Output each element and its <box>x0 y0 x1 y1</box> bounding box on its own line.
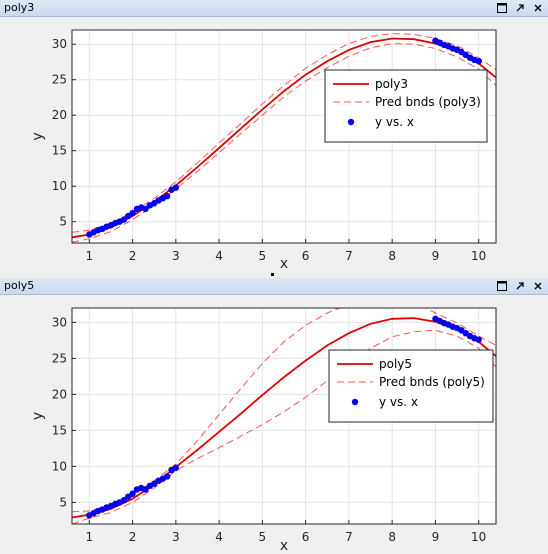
panel-title: poly5 <box>4 279 35 292</box>
x-tick-label: 9 <box>432 249 440 263</box>
legend-entry-label: y vs. x <box>375 115 414 129</box>
data-point <box>142 205 149 213</box>
x-tick-label: 4 <box>215 249 223 263</box>
x-tick-label: 6 <box>302 530 310 544</box>
data-point <box>163 473 171 480</box>
y-tick-label: 30 <box>52 37 67 51</box>
x-tick-label: 3 <box>172 530 180 544</box>
x-tick-label: 4 <box>215 530 223 544</box>
x-tick-label: 3 <box>172 249 180 263</box>
x-tick-label: 6 <box>302 249 310 263</box>
legend-entry-label: y vs. x <box>379 395 418 409</box>
legend-points-swatch <box>347 118 355 126</box>
legend-entry-label: Pred bnds (poly5) <box>379 375 485 389</box>
axes-box <box>71 307 497 525</box>
close-icon[interactable] <box>532 2 544 14</box>
chart-poly5: 1 2 3 4 5 6 7 8 9 10 5 10 15 20 25 30 x y poly5 Pred bnds (… <box>30 307 497 554</box>
y-tick-label: 10 <box>52 459 67 473</box>
x-tick-label: 10 <box>471 249 486 263</box>
x-tick-label: 7 <box>345 249 353 263</box>
x-axis-label: x <box>280 256 288 272</box>
y-tick-label: 20 <box>52 387 67 401</box>
y-tick-label: 30 <box>52 315 67 329</box>
fit-line <box>72 37 496 239</box>
data-point <box>475 336 482 343</box>
data-point <box>163 192 171 200</box>
y-tick-label: 5 <box>59 495 67 509</box>
y-tick-label: 25 <box>52 351 67 365</box>
y-tick-label: 10 <box>52 179 67 193</box>
chart-poly3: 1 2 3 4 5 6 7 8 9 10 5 10 15 20 25 30 x y poly3 Pred bnds (… <box>30 29 497 272</box>
legend-box <box>328 349 494 423</box>
x-tick-label: 1 <box>85 530 93 544</box>
x-tick-label: 8 <box>388 530 396 544</box>
x-tick-label: 2 <box>129 530 137 544</box>
x-tick-label: 5 <box>259 249 267 263</box>
prediction-bound-line <box>72 329 496 524</box>
legend-box <box>324 69 488 143</box>
undock-icon[interactable] <box>514 2 526 14</box>
splitter-handle[interactable] <box>0 272 548 278</box>
x-tick-label: 9 <box>432 530 440 544</box>
y-axis-label: y <box>30 132 46 140</box>
x-tick-label: 2 <box>129 249 137 263</box>
axes-box <box>71 29 497 244</box>
data-point <box>172 464 180 472</box>
y-axis-label: y <box>30 412 46 420</box>
figure-panel-poly5: poly5 1 2 3 4 5 6 7 8 9 10 5 10 15 20 25 30 x y poly5 Pred … <box>0 278 548 554</box>
data-point <box>475 58 482 65</box>
data-point <box>172 184 180 191</box>
x-tick-label: 1 <box>85 249 93 263</box>
figure-panel-poly3: poly3 1 2 3 4 5 6 7 8 9 10 5 10 15 20 25 30 x y poly3 Pred … <box>0 0 548 272</box>
legend-entry-label: poly3 <box>375 77 408 91</box>
data-point <box>129 209 136 217</box>
prediction-bound-line <box>72 42 496 243</box>
maximize-icon[interactable] <box>496 280 508 292</box>
y-tick-label: 15 <box>52 144 67 158</box>
y-tick-label: 5 <box>59 215 67 229</box>
x-tick-label: 10 <box>471 530 486 544</box>
legend-entry-label: poly5 <box>379 357 412 371</box>
fit-line <box>72 317 496 519</box>
legend-entry-label: Pred bnds (poly3) <box>375 95 481 109</box>
maximize-icon[interactable] <box>496 2 508 14</box>
panel-titlebar-poly5[interactable]: poly5 <box>0 278 548 295</box>
y-tick-label: 15 <box>52 423 67 437</box>
y-tick-label: 20 <box>52 108 67 122</box>
data-point <box>120 216 128 223</box>
x-axis-label: x <box>280 538 288 554</box>
series-group <box>72 308 496 524</box>
data-point <box>129 490 136 497</box>
panel-title: poly3 <box>4 1 35 14</box>
x-tick-label: 5 <box>259 530 267 544</box>
y-tick-label: 25 <box>52 73 67 87</box>
x-tick-label: 7 <box>345 530 353 544</box>
series-group <box>72 33 496 243</box>
data-point <box>142 486 149 493</box>
panel-titlebar-poly3[interactable]: poly3 <box>0 0 548 17</box>
legend-points-swatch <box>351 398 359 406</box>
undock-icon[interactable] <box>514 280 526 292</box>
close-icon[interactable] <box>532 280 544 292</box>
data-point <box>120 497 128 504</box>
x-tick-label: 8 <box>388 249 396 263</box>
